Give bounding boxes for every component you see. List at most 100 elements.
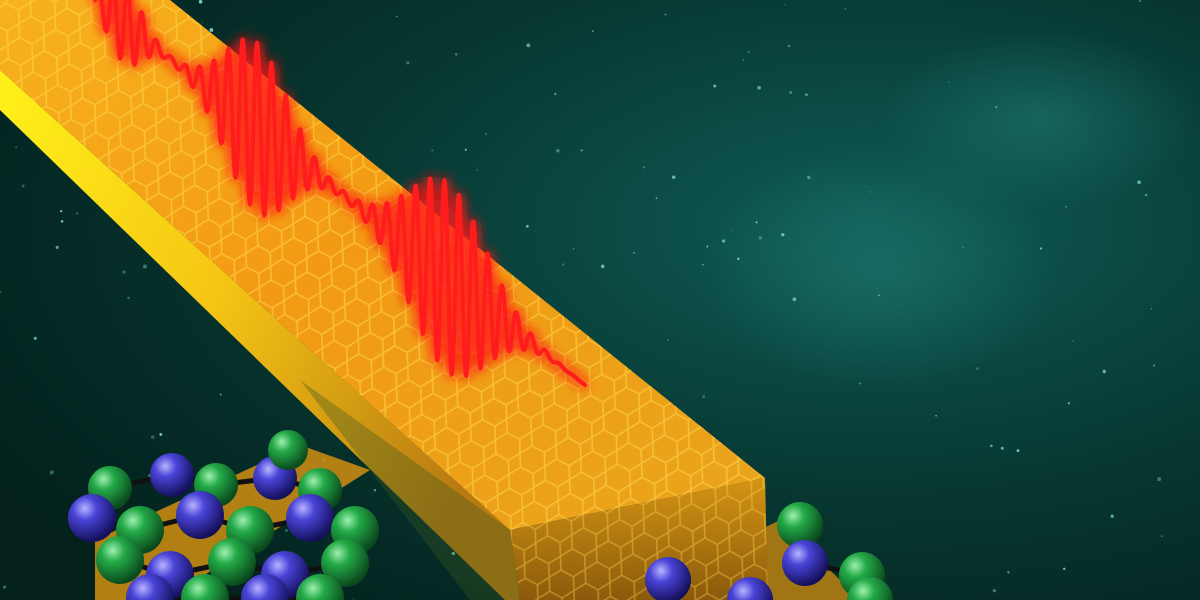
star: [755, 221, 758, 224]
star: [142, 264, 147, 269]
star: [992, 589, 997, 593]
star: [844, 8, 847, 10]
star: [721, 239, 726, 243]
green-atom: [96, 536, 144, 584]
gold-nanoribbon: [0, 0, 768, 600]
star: [21, 184, 25, 188]
star: [451, 551, 455, 556]
star: [666, 339, 669, 342]
star: [159, 432, 163, 436]
star: [127, 296, 130, 300]
star: [373, 488, 377, 492]
blue-atom: [68, 494, 116, 542]
star: [1072, 340, 1074, 342]
star: [935, 414, 937, 417]
star: [33, 336, 37, 340]
star: [60, 210, 63, 213]
star: [807, 175, 811, 180]
star: [431, 149, 434, 152]
star: [976, 367, 979, 370]
star: [526, 43, 531, 48]
star: [591, 30, 594, 33]
star: [1160, 535, 1163, 538]
green-atom: [296, 574, 344, 600]
star: [758, 236, 763, 240]
star: [989, 444, 993, 448]
star: [406, 61, 410, 65]
star: [706, 245, 709, 248]
star: [122, 270, 126, 274]
star: [352, 598, 355, 600]
green-atom: [268, 430, 308, 470]
star: [60, 220, 64, 223]
star: [484, 132, 488, 136]
star: [1157, 477, 1162, 482]
blue-atom: [176, 491, 224, 539]
star: [0, 291, 2, 294]
blue-atom: [286, 494, 334, 542]
star: [731, 229, 733, 232]
star: [747, 50, 750, 53]
star: [633, 252, 635, 254]
star: [1000, 446, 1004, 450]
star: [655, 197, 658, 200]
star: [476, 169, 478, 171]
star: [671, 175, 676, 179]
star: [702, 263, 704, 266]
star: [1138, 0, 1142, 3]
star: [209, 28, 214, 32]
star: [464, 148, 467, 151]
star: [713, 84, 717, 88]
star: [55, 245, 59, 249]
green-atom: [181, 574, 229, 600]
star: [75, 212, 78, 215]
star: [3, 585, 6, 589]
star: [781, 233, 785, 237]
star: [995, 105, 998, 109]
star: [962, 246, 964, 249]
star: [789, 90, 793, 95]
star: [454, 52, 458, 56]
green-atom: [208, 538, 256, 586]
star: [737, 257, 740, 261]
green-atom: [847, 577, 893, 600]
star: [561, 263, 565, 266]
star: [1152, 364, 1156, 367]
star: [150, 435, 155, 439]
star: [526, 224, 529, 228]
star: [702, 395, 705, 398]
green-atom: [777, 502, 823, 548]
blue-atom: [782, 540, 828, 586]
star: [15, 146, 17, 148]
star: [600, 264, 605, 269]
star: [947, 81, 950, 83]
blue-atom: [241, 574, 289, 600]
star: [554, 92, 557, 96]
star: [742, 58, 745, 61]
star: [572, 248, 575, 250]
star: [556, 149, 560, 153]
star: [201, 21, 204, 24]
star: [49, 470, 54, 475]
star: [1039, 247, 1043, 250]
star: [1016, 449, 1020, 452]
star: [285, 529, 288, 532]
star: [757, 85, 761, 90]
star: [784, 3, 786, 6]
optical-pulse-wave: [93, 0, 587, 387]
star: [859, 382, 862, 385]
blue-atom: [727, 577, 773, 600]
blue-atom: [150, 453, 194, 497]
star: [396, 15, 398, 18]
star: [1065, 205, 1067, 208]
star: [1137, 180, 1141, 185]
star: [805, 93, 808, 97]
star: [1102, 369, 1107, 374]
star: [664, 13, 667, 16]
star: [869, 191, 871, 193]
star: [787, 44, 791, 48]
green-atom: [321, 539, 369, 587]
star: [198, 0, 203, 4]
star: [792, 297, 797, 302]
